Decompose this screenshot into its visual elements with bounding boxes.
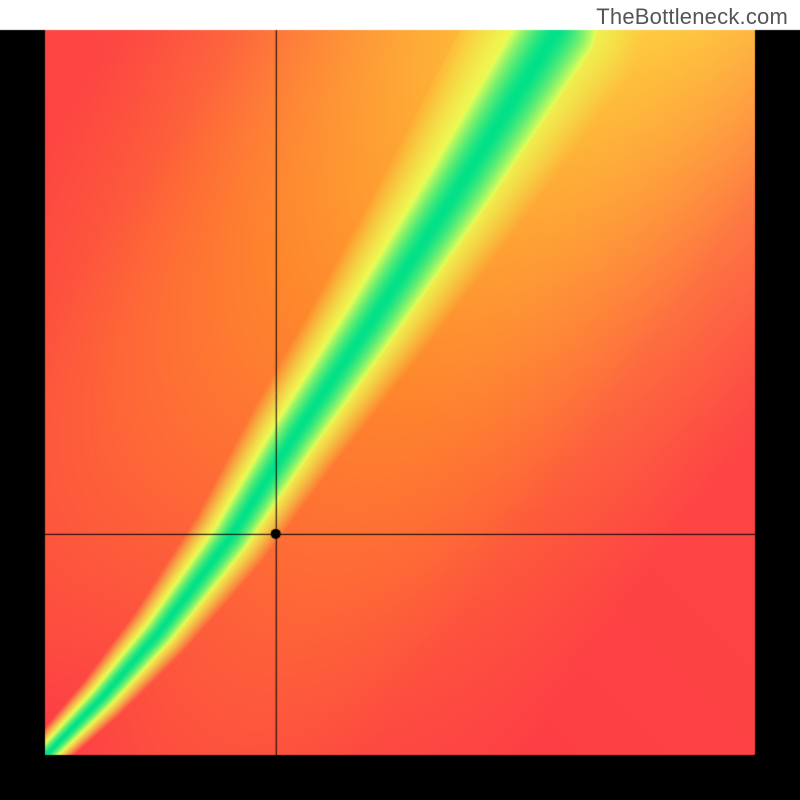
watermark-text: TheBottleneck.com: [596, 4, 788, 30]
heatmap-chart: [0, 0, 800, 800]
